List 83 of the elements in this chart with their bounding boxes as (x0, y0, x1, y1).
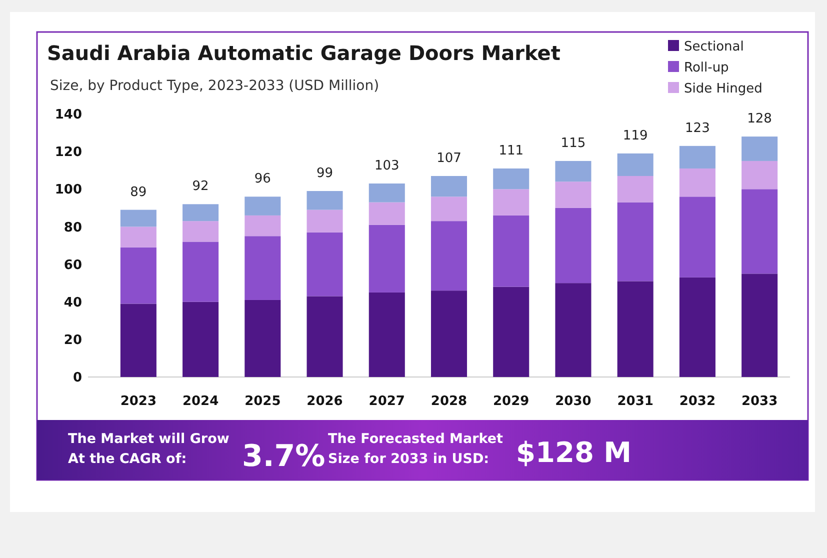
bar (617, 281, 654, 377)
text: 3.7% (242, 439, 326, 474)
bar (120, 210, 156, 227)
bar (493, 286, 530, 377)
bar (555, 208, 592, 284)
bar (244, 236, 281, 300)
y-tick-label: 100 (54, 182, 82, 198)
legend-label: Sectional (684, 40, 744, 55)
x-tick-label: 2029 (493, 394, 530, 409)
bar (306, 232, 343, 296)
bar (742, 189, 778, 274)
bar (182, 302, 219, 377)
bar (617, 153, 654, 176)
bar (244, 215, 281, 236)
bar (679, 146, 716, 168)
bar (617, 176, 654, 202)
x-tick-label: 2027 (368, 394, 405, 409)
y-tick-label: 20 (64, 332, 82, 348)
legend-label: Side Hinged (684, 82, 762, 97)
bar (244, 196, 281, 216)
bar (120, 304, 156, 377)
bar (679, 277, 716, 377)
chart-subtitle: Size, by Product Type, 2023-2033 (USD Million) (50, 78, 380, 94)
y-tick-label: 40 (64, 295, 82, 310)
bar (493, 168, 530, 190)
total-label: 96 (254, 172, 271, 187)
bar (679, 196, 716, 278)
bar (493, 189, 530, 216)
x-tick-label: 2026 (306, 394, 343, 409)
y-tick-label: 0 (72, 370, 82, 386)
bar (679, 168, 716, 197)
x-tick-label: 2032 (679, 394, 716, 409)
total-label: 89 (130, 184, 147, 200)
y-tick-label: 140 (54, 108, 82, 123)
bar (493, 215, 530, 287)
x-tick-label: 2030 (555, 394, 592, 409)
bar (182, 204, 219, 222)
total-label: 99 (316, 166, 334, 182)
bar (555, 160, 592, 182)
bar (368, 224, 405, 292)
x-tick-label: 2025 (244, 394, 281, 409)
bar (306, 191, 343, 210)
bar (120, 247, 156, 304)
y-tick-label: 60 (64, 258, 82, 273)
y-tick-label: 80 (64, 220, 82, 236)
x-tick-label: 2031 (617, 394, 654, 409)
bar (368, 292, 405, 377)
total-label: 111 (498, 143, 524, 158)
bar (617, 202, 654, 282)
bar (430, 196, 468, 222)
total-label: 103 (374, 158, 400, 174)
bar (120, 226, 156, 248)
x-tick-label: 2033 (741, 394, 778, 409)
total-label: 123 (685, 120, 710, 136)
bar (368, 202, 405, 225)
text: The Market will Grow At the CAGR of: (68, 431, 230, 467)
bar (430, 290, 468, 377)
bar (368, 184, 405, 202)
bar (742, 274, 778, 377)
bar (742, 136, 778, 161)
text: $128 M (516, 436, 632, 469)
bar (555, 182, 592, 208)
x-tick-label: 2024 (182, 394, 219, 409)
total-label: 107 (436, 150, 462, 166)
bar (306, 296, 343, 377)
text: The Forecasted Market Size for 2033 in USD: (328, 431, 504, 467)
total-label: 119 (622, 128, 648, 144)
y-tick-label: 120 (54, 145, 82, 160)
chart-title: Saudi Arabia Automatic Garage Doors Market (47, 41, 561, 65)
x-tick-label: 2023 (120, 394, 157, 409)
total-label: 115 (560, 136, 586, 151)
bar (244, 300, 281, 377)
bar (555, 283, 592, 377)
bar (430, 221, 468, 291)
bar (430, 176, 468, 197)
legend-label: Roll-up (684, 60, 729, 76)
bar (742, 160, 778, 190)
bar (306, 210, 343, 232)
x-tick-label: 2028 (430, 394, 468, 409)
total-label: 128 (747, 112, 772, 127)
bar (182, 221, 219, 242)
total-label: 92 (192, 179, 209, 194)
bar (182, 242, 219, 302)
